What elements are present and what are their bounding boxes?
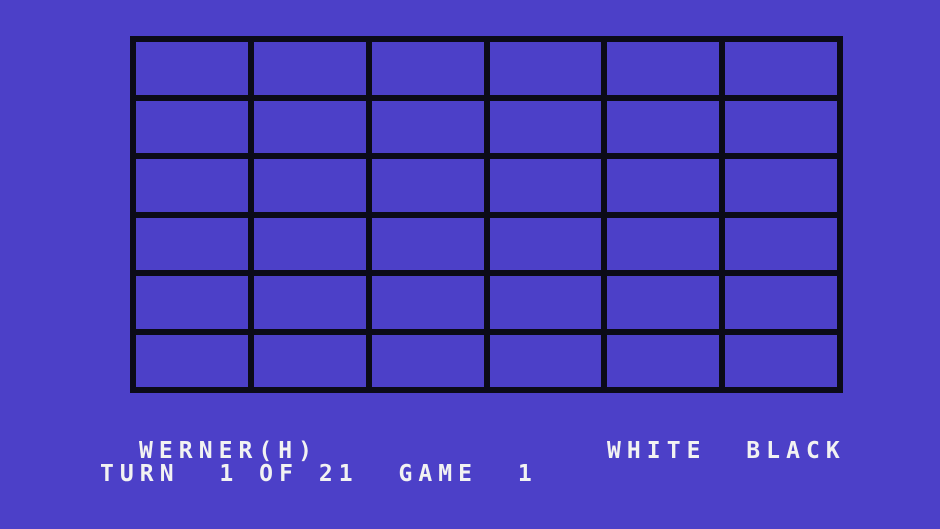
score-column-headers: WHITE BLACK	[607, 438, 846, 464]
board-cell[interactable]	[607, 159, 720, 212]
board-cell[interactable]	[607, 42, 720, 95]
board-cell[interactable]	[253, 159, 366, 212]
board-cell[interactable]	[489, 159, 602, 212]
board-cell[interactable]	[136, 42, 248, 95]
board-cell[interactable]	[371, 217, 484, 270]
board-cell[interactable]	[489, 217, 602, 270]
board-cell[interactable]	[253, 217, 366, 270]
player-name: WERNER(H)	[139, 438, 319, 464]
board-cell[interactable]	[253, 100, 366, 153]
board-cell[interactable]	[725, 217, 837, 270]
board-cell[interactable]	[607, 334, 720, 387]
board-cell[interactable]	[489, 100, 602, 153]
game-board	[130, 36, 843, 393]
board-cell[interactable]	[371, 276, 484, 329]
turn-status: TURN 1 OF 21 GAME 1	[100, 461, 538, 487]
board-cell[interactable]	[253, 334, 366, 387]
board-cell[interactable]	[136, 217, 248, 270]
board-cell[interactable]	[607, 100, 720, 153]
board-cell[interactable]	[253, 276, 366, 329]
board-cell[interactable]	[253, 42, 366, 95]
board-cell[interactable]	[371, 100, 484, 153]
board-cell[interactable]	[725, 159, 837, 212]
board-cell[interactable]	[136, 159, 248, 212]
board-cell[interactable]	[136, 276, 248, 329]
board-cell[interactable]	[371, 334, 484, 387]
board-cell[interactable]	[371, 42, 484, 95]
board-cell[interactable]	[136, 100, 248, 153]
board-cell[interactable]	[489, 42, 602, 95]
board-cell[interactable]	[725, 100, 837, 153]
board-cell[interactable]	[489, 334, 602, 387]
board-cell[interactable]	[489, 276, 602, 329]
board-cell[interactable]	[371, 159, 484, 212]
board-cell[interactable]	[607, 276, 720, 329]
board-cell[interactable]	[725, 334, 837, 387]
board-cell[interactable]	[725, 42, 837, 95]
board-cell[interactable]	[136, 334, 248, 387]
board-cell[interactable]	[607, 217, 720, 270]
board-cell[interactable]	[725, 276, 837, 329]
